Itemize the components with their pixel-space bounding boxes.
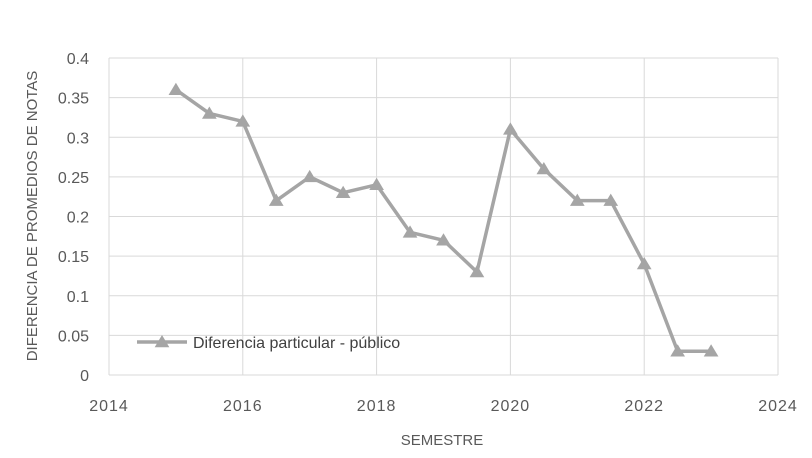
data-point-marker: [168, 82, 184, 95]
data-point-marker: [670, 344, 685, 357]
data-point-marker: [503, 122, 518, 135]
x-tick-label: 2024: [758, 398, 798, 415]
data-point-marker: [369, 177, 384, 191]
y-tick-label: 0.15: [58, 249, 89, 266]
x-tick-label: 2014: [89, 398, 129, 415]
x-tick-label: 2016: [223, 398, 263, 415]
y-tick-label: 0.1: [67, 289, 89, 306]
gridlines: [108, 57, 779, 376]
y-tick-label: 0.2: [67, 210, 89, 227]
y-tick-label: 0.35: [58, 91, 89, 108]
y-tick-label: 0.05: [58, 328, 89, 345]
x-tick-label: 2022: [624, 398, 664, 415]
data-point-marker: [703, 344, 719, 357]
data-point-marker: [636, 257, 652, 270]
data-point-marker: [402, 225, 418, 238]
data-point-marker: [268, 193, 284, 206]
y-axis-ticks: 0 0.05 0.1 0.15 0.2 0.25 0.3 0.35 0.4: [58, 51, 89, 385]
data-point-marker: [536, 161, 552, 175]
y-tick-label: 0: [80, 368, 89, 385]
data-point-marker: [436, 233, 451, 246]
x-tick-label: 2018: [357, 398, 397, 415]
data-point-marker: [202, 106, 217, 119]
legend-marker: [154, 335, 170, 348]
x-tick-label: 2020: [491, 398, 531, 415]
x-axis-ticks: 2014 2016 2018 2020 2022 2024: [89, 398, 798, 415]
legend: Diferencia particular - público: [137, 335, 400, 352]
data-point-marker: [603, 193, 619, 206]
data-point-marker: [302, 169, 318, 183]
y-tick-label: 0.3: [67, 130, 89, 147]
y-axis-title: DIFERENCIA DE PROMEDIOS DE NOTAS: [24, 71, 41, 362]
data-point-marker: [469, 264, 485, 278]
series-line: [174, 88, 712, 353]
legend-label: Diferencia particular - público: [193, 335, 400, 352]
x-axis-title: SEMESTRE: [401, 432, 484, 449]
data-point-marker: [569, 193, 585, 206]
series-group: [168, 82, 719, 357]
y-tick-label: 0.25: [58, 170, 89, 187]
data-point-marker: [335, 185, 351, 198]
y-tick-label: 0.4: [67, 51, 89, 68]
data-point-marker: [235, 114, 251, 127]
